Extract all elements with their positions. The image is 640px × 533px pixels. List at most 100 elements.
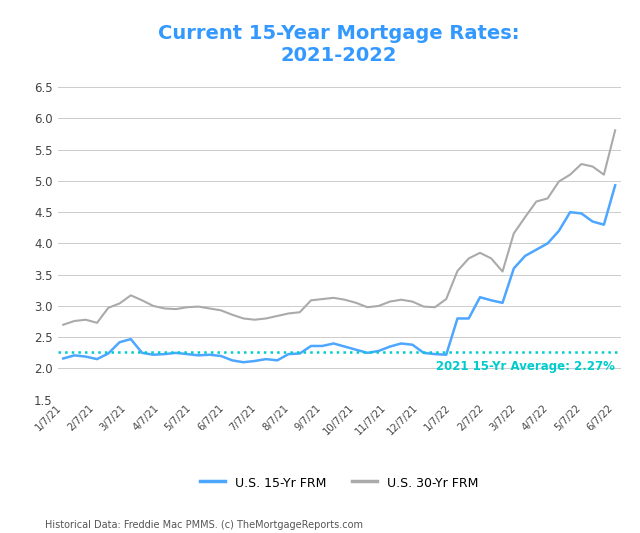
U.S. 30-Yr FRM [93,320,101,326]
U.S. 30-Yr FRM [600,172,608,178]
U.S. 30-Yr FRM [161,305,168,312]
U.S. 15-Yr FRM [161,351,168,357]
U.S. 30-Yr FRM [307,297,315,303]
U.S. 15-Yr FRM [375,348,383,354]
U.S. 15-Yr FRM [330,340,337,346]
U.S. 15-Yr FRM [364,350,371,356]
U.S. 30-Yr FRM [285,310,292,317]
U.S. 15-Yr FRM [60,356,67,362]
U.S. 30-Yr FRM [150,303,157,309]
U.S. 30-Yr FRM [228,311,236,318]
U.S. 30-Yr FRM [465,255,472,262]
Line: U.S. 15-Yr FRM: U.S. 15-Yr FRM [63,185,615,362]
U.S. 30-Yr FRM [364,304,371,310]
U.S. 30-Yr FRM [138,297,146,303]
U.S. 15-Yr FRM [307,343,315,349]
U.S. 30-Yr FRM [499,269,506,275]
U.S. 30-Yr FRM [544,195,552,201]
U.S. 30-Yr FRM [183,304,191,310]
U.S. 30-Yr FRM [127,292,134,298]
U.S. 30-Yr FRM [82,317,90,323]
U.S. 30-Yr FRM [420,303,428,310]
U.S. 15-Yr FRM [239,359,247,366]
U.S. 30-Yr FRM [488,255,495,262]
U.S. 30-Yr FRM [60,321,67,328]
U.S. 15-Yr FRM [319,343,326,349]
U.S. 15-Yr FRM [251,358,259,364]
U.S. 30-Yr FRM [386,298,394,305]
U.S. 15-Yr FRM [465,316,472,322]
U.S. 30-Yr FRM [397,296,405,303]
U.S. 15-Yr FRM [611,182,619,189]
U.S. 30-Yr FRM [611,127,619,133]
U.S. 30-Yr FRM [296,309,303,316]
U.S. 15-Yr FRM [206,352,214,358]
U.S. 15-Yr FRM [285,351,292,357]
U.S. 15-Yr FRM [454,316,461,322]
U.S. 15-Yr FRM [544,240,552,247]
U.S. 15-Yr FRM [600,222,608,228]
U.S. 15-Yr FRM [82,353,90,360]
U.S. 15-Yr FRM [341,343,349,350]
U.S. 30-Yr FRM [476,249,484,256]
U.S. 30-Yr FRM [341,296,349,303]
Legend: U.S. 15-Yr FRM, U.S. 30-Yr FRM: U.S. 15-Yr FRM, U.S. 30-Yr FRM [195,471,483,495]
U.S. 15-Yr FRM [217,353,225,359]
U.S. 15-Yr FRM [442,352,450,358]
U.S. 15-Yr FRM [577,210,585,216]
U.S. 30-Yr FRM [589,163,596,169]
U.S. 30-Yr FRM [273,313,281,319]
U.S. 15-Yr FRM [93,356,101,362]
U.S. 30-Yr FRM [251,317,259,323]
U.S. 30-Yr FRM [566,172,574,178]
U.S. 30-Yr FRM [217,307,225,313]
U.S. 15-Yr FRM [262,356,270,362]
U.S. 15-Yr FRM [352,346,360,353]
U.S. 15-Yr FRM [172,350,180,356]
U.S. 30-Yr FRM [532,198,540,205]
U.S. 30-Yr FRM [116,300,124,306]
U.S. 15-Yr FRM [420,350,428,356]
U.S. 30-Yr FRM [510,230,518,237]
U.S. 30-Yr FRM [239,316,247,322]
Title: Current 15-Year Mortgage Rates:
2021-2022: Current 15-Year Mortgage Rates: 2021-202… [159,24,520,64]
U.S. 30-Yr FRM [431,304,439,310]
U.S. 15-Yr FRM [566,209,574,215]
U.S. 15-Yr FRM [138,350,146,356]
U.S. 30-Yr FRM [70,318,78,324]
U.S. 30-Yr FRM [577,161,585,167]
U.S. 15-Yr FRM [127,336,134,342]
U.S. 15-Yr FRM [397,340,405,346]
U.S. 30-Yr FRM [262,316,270,322]
U.S. 15-Yr FRM [228,357,236,364]
U.S. 15-Yr FRM [273,357,281,364]
U.S. 15-Yr FRM [150,352,157,358]
U.S. 30-Yr FRM [104,305,112,311]
U.S. 15-Yr FRM [555,228,563,234]
U.S. 30-Yr FRM [555,179,563,185]
U.S. 30-Yr FRM [352,300,360,306]
U.S. 30-Yr FRM [375,303,383,309]
U.S. 15-Yr FRM [386,343,394,350]
U.S. 15-Yr FRM [116,339,124,345]
Text: Historical Data: Freddie Mac PMMS. (c) TheMortgageReports.com: Historical Data: Freddie Mac PMMS. (c) T… [45,520,363,530]
U.S. 30-Yr FRM [195,303,202,310]
U.S. 15-Yr FRM [70,352,78,359]
U.S. 15-Yr FRM [589,219,596,225]
U.S. 15-Yr FRM [431,351,439,357]
U.S. 15-Yr FRM [532,246,540,253]
Line: U.S. 30-Yr FRM: U.S. 30-Yr FRM [63,130,615,325]
U.S. 30-Yr FRM [172,306,180,312]
U.S. 15-Yr FRM [521,253,529,259]
U.S. 15-Yr FRM [510,265,518,272]
U.S. 15-Yr FRM [296,350,303,357]
U.S. 30-Yr FRM [206,305,214,312]
U.S. 15-Yr FRM [488,297,495,303]
Text: 2021 15-Yr Average: 2.27%: 2021 15-Yr Average: 2.27% [436,360,615,373]
U.S. 30-Yr FRM [442,296,450,302]
U.S. 30-Yr FRM [454,268,461,274]
U.S. 30-Yr FRM [521,214,529,220]
U.S. 15-Yr FRM [408,342,416,348]
U.S. 15-Yr FRM [499,300,506,306]
U.S. 15-Yr FRM [195,352,202,359]
